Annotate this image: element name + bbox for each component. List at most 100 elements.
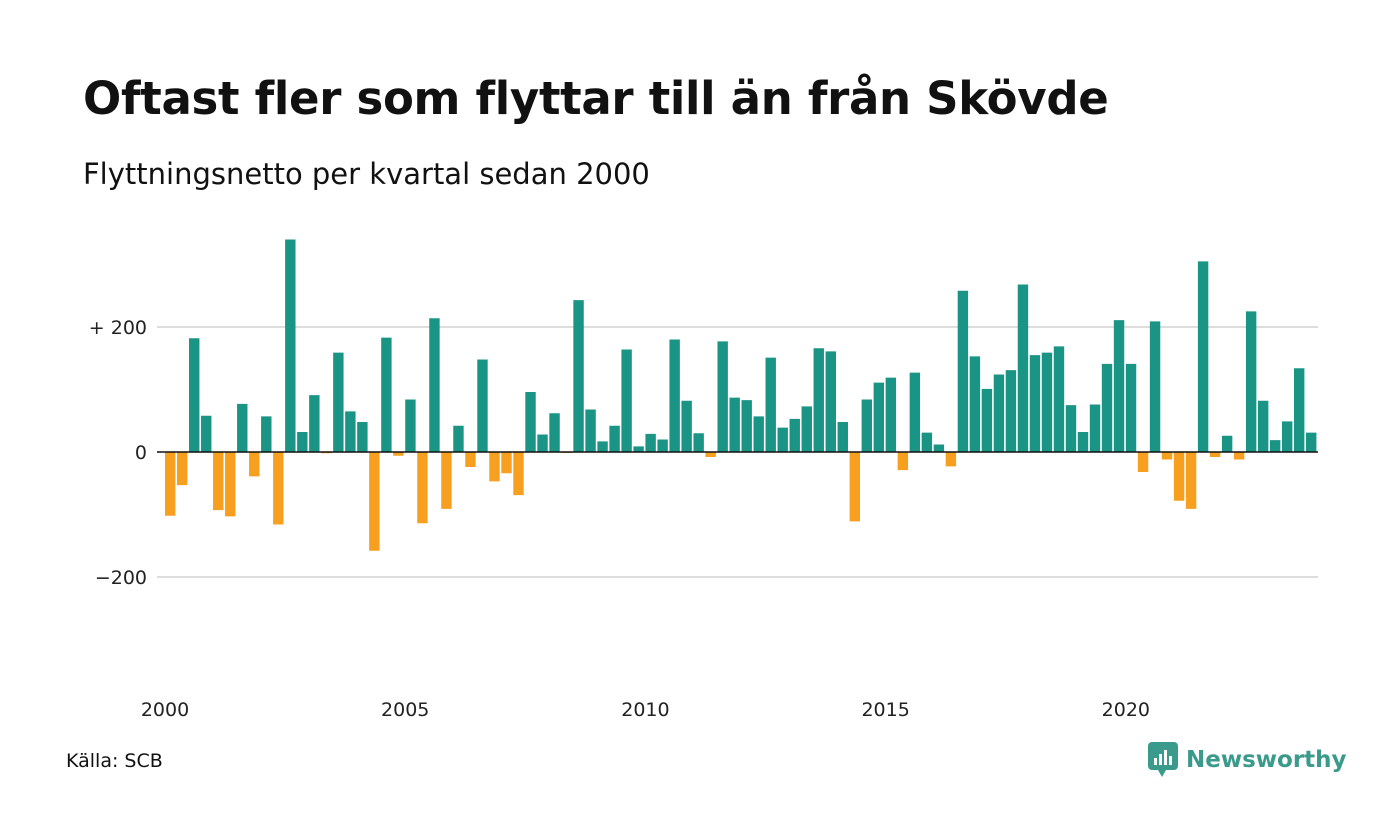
bar-84 xyxy=(1173,452,1185,501)
bar-85 xyxy=(1185,452,1197,509)
bar-53 xyxy=(801,406,812,453)
bar-19 xyxy=(393,452,404,456)
bar-71 xyxy=(1017,284,1029,452)
bar-78 xyxy=(1101,363,1113,453)
bar-5 xyxy=(225,452,236,517)
bar-73 xyxy=(1041,352,1053,453)
y-tick-label: −200 xyxy=(95,567,147,589)
bar-41 xyxy=(657,439,668,452)
bar-64 xyxy=(933,444,945,452)
bar-28 xyxy=(501,452,512,474)
source-note: Källa: SCB xyxy=(66,750,163,772)
bar-9 xyxy=(273,452,284,525)
bar-26 xyxy=(477,359,488,452)
bar-31 xyxy=(537,434,548,452)
bar-18 xyxy=(381,337,392,453)
bar-83 xyxy=(1161,452,1173,460)
bar-22 xyxy=(429,318,440,452)
bar-0 xyxy=(165,452,176,516)
bar-56 xyxy=(837,422,848,452)
bar-17 xyxy=(369,452,380,551)
newsworthy-logo-icon xyxy=(1148,742,1178,777)
bar-23 xyxy=(441,452,452,509)
bar-50 xyxy=(765,357,776,453)
bar-69 xyxy=(993,374,1005,452)
bar-42 xyxy=(669,339,680,452)
bar-74 xyxy=(1053,346,1065,453)
bar-36 xyxy=(597,441,608,453)
bar-63 xyxy=(921,432,933,453)
bar-67 xyxy=(969,356,981,453)
bar-57 xyxy=(849,452,860,522)
bar-47 xyxy=(729,397,740,453)
bar-46 xyxy=(717,341,728,453)
bar-2 xyxy=(189,338,200,452)
chart-subtitle: Flyttningsnetto per kvartal sedan 2000 xyxy=(83,157,650,191)
bar-12 xyxy=(309,395,320,453)
bar-11 xyxy=(297,432,308,452)
brand-name: Newsworthy xyxy=(1186,747,1347,773)
chart-title: Oftast fler som flyttar till än från Skö… xyxy=(83,72,1109,125)
bar-10 xyxy=(285,239,296,452)
bar-8 xyxy=(261,416,272,453)
bar-51 xyxy=(777,427,788,453)
bar-43 xyxy=(681,400,692,452)
x-tick-label: 2015 xyxy=(861,699,909,721)
x-tick-label: 2000 xyxy=(141,699,189,721)
bar-38 xyxy=(621,349,632,452)
bar-20 xyxy=(405,399,416,452)
bar-3 xyxy=(201,415,212,452)
bar-54 xyxy=(813,348,824,452)
bar-79 xyxy=(1113,320,1125,453)
brand-logo[interactable]: Newsworthy xyxy=(1148,742,1347,778)
bar-81 xyxy=(1137,452,1149,472)
bars xyxy=(165,239,1317,551)
y-tick-label: + 200 xyxy=(89,317,147,339)
bar-72 xyxy=(1029,355,1041,453)
bar-88 xyxy=(1221,435,1233,452)
y-tick-label: 0 xyxy=(135,442,147,464)
bar-61 xyxy=(897,452,909,471)
bar-91 xyxy=(1257,400,1269,452)
bar-16 xyxy=(357,422,368,452)
bar-45 xyxy=(705,452,716,457)
bar-27 xyxy=(489,452,500,482)
bar-77 xyxy=(1089,404,1101,452)
x-tick-label: 2005 xyxy=(381,699,429,721)
x-tick-label: 2020 xyxy=(1102,699,1150,721)
bar-60 xyxy=(885,377,897,453)
bar-95 xyxy=(1305,432,1317,453)
bar-44 xyxy=(693,433,704,452)
bar-80 xyxy=(1125,363,1137,453)
bar-94 xyxy=(1293,368,1305,452)
bar-15 xyxy=(345,411,356,453)
bar-62 xyxy=(909,372,921,453)
bar-92 xyxy=(1269,440,1281,453)
bar-66 xyxy=(957,290,969,452)
bar-4 xyxy=(213,452,224,511)
bar-52 xyxy=(789,418,800,453)
bar-34 xyxy=(573,300,584,453)
x-tick-label: 2010 xyxy=(621,699,669,721)
bar-14 xyxy=(333,352,344,453)
bar-68 xyxy=(981,388,993,453)
bar-65 xyxy=(945,452,957,467)
bar-89 xyxy=(1233,452,1245,460)
bar-49 xyxy=(753,416,764,453)
bar-6 xyxy=(237,403,248,453)
bar-25 xyxy=(465,452,476,467)
bar-39 xyxy=(633,446,644,453)
bar-59 xyxy=(873,382,885,453)
bar-90 xyxy=(1245,311,1257,453)
bar-87 xyxy=(1209,452,1221,457)
bar-40 xyxy=(645,433,656,453)
bar-7 xyxy=(249,452,260,477)
bar-76 xyxy=(1077,432,1089,452)
bar-24 xyxy=(453,425,464,452)
axes: + 200 0 −200 2000 2005 2010 2015 2020 xyxy=(89,317,1318,721)
bar-37 xyxy=(609,425,620,452)
bar-55 xyxy=(825,351,836,453)
bar-93 xyxy=(1281,421,1293,453)
bar-82 xyxy=(1149,321,1161,453)
